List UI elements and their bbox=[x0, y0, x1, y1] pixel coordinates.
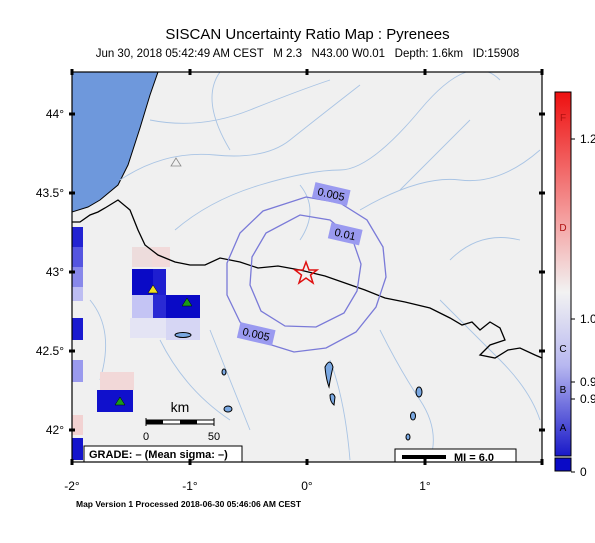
map-footer: Map Version 1 Processed 2018-06-30 05:46… bbox=[76, 499, 302, 509]
grade-letter: A bbox=[560, 423, 567, 434]
colorbar-value: 1.2 bbox=[580, 132, 595, 146]
grade-letter: F bbox=[560, 113, 566, 124]
colorbar-grades: F D bbox=[559, 113, 566, 234]
colorbar-value: 0 bbox=[580, 465, 587, 479]
event-subtitle: Jun 30, 2018 05:42:49 AM CEST M 2.3 N43.… bbox=[95, 48, 520, 60]
scale-max: 50 bbox=[208, 431, 220, 443]
grade-letter: C bbox=[559, 344, 566, 355]
grade-label: GRADE: – (Mean sigma: –) bbox=[89, 449, 228, 461]
colorbar: F D C B A 1.2 1.0 0.9 0.9 0 bbox=[554, 91, 595, 479]
lon-label: 0° bbox=[301, 479, 313, 493]
rivers bbox=[89, 72, 541, 461]
station-marker bbox=[181, 297, 193, 307]
grade-box: GRADE: – (Mean sigma: –) bbox=[83, 445, 243, 462]
scale-bar: km 0 50 bbox=[143, 399, 220, 443]
scale-zero: 0 bbox=[143, 431, 149, 443]
mi-label: MI = 6.0 bbox=[454, 452, 494, 464]
lon-label: -2° bbox=[64, 479, 80, 493]
colorbar-values: 1.2 1.0 0.9 0.9 0 bbox=[580, 132, 595, 479]
lon-label: -1° bbox=[182, 479, 198, 493]
contour-labels: 0.005 0.01 0.005 bbox=[236, 182, 363, 346]
station-marker bbox=[114, 396, 126, 406]
contour-label-inner: 0.01 bbox=[333, 227, 357, 244]
grade-letter: B bbox=[560, 385, 567, 396]
map-panel: 0.005 0.01 0.005 km bbox=[72, 72, 542, 464]
colorbar-value: 0.9 bbox=[580, 375, 595, 389]
lon-label: 1° bbox=[419, 479, 431, 493]
latitude-labels: 44° 43.5° 43° 42.5° 42° bbox=[36, 107, 64, 437]
country-border bbox=[72, 199, 542, 359]
mi-box: MI = 6.0 bbox=[394, 448, 517, 464]
frame-ticks bbox=[69, 69, 545, 465]
lat-label: 43° bbox=[46, 265, 64, 279]
longitude-labels: -2° -1° 0° 1° bbox=[64, 479, 431, 493]
sea-area bbox=[72, 72, 159, 213]
lat-label: 44° bbox=[46, 107, 64, 121]
colorbar-value: 1.0 bbox=[580, 312, 595, 326]
colorbar-value: 0.9 bbox=[580, 392, 595, 406]
scale-unit: km bbox=[171, 399, 190, 415]
station-marker bbox=[170, 157, 182, 167]
map-title: SISCAN Uncertainty Ratio Map : Pyrenees bbox=[165, 26, 450, 43]
lat-label: 42° bbox=[46, 423, 64, 437]
uncertainty-cells bbox=[72, 227, 200, 460]
lat-label: 43.5° bbox=[36, 186, 64, 200]
lakes bbox=[174, 332, 423, 441]
stations bbox=[114, 157, 193, 406]
grade-letter: D bbox=[559, 223, 566, 234]
station-marker bbox=[147, 284, 159, 294]
lat-label: 42.5° bbox=[36, 344, 64, 358]
contour-ring-outer bbox=[226, 196, 387, 353]
epicenter-star-icon bbox=[292, 259, 320, 285]
